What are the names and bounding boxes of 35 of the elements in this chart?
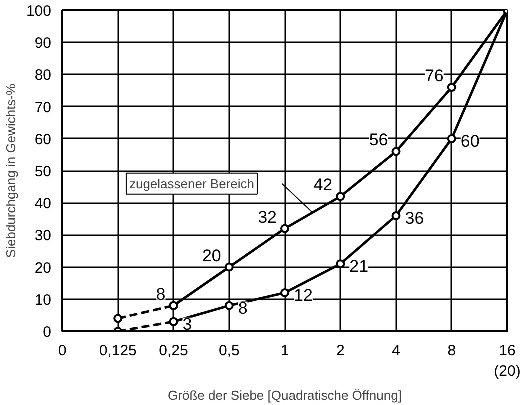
y-tick-label: 70 [34,99,52,116]
data-label: 8 [238,298,248,318]
y-tick-label: 80 [34,67,52,84]
x-tick-label: 0 [58,342,67,360]
y-axis-title: Siebdurchgang in Gewichts-% [3,83,18,258]
y-tick-label: 10 [34,292,52,309]
data-label: 20 [202,246,222,266]
data-label: 3 [182,314,192,334]
data-label: 32 [258,208,278,227]
x-tick-label: 16 (20) [494,342,521,380]
x-tick-label: 0,5 [218,342,240,360]
x-tick-label: 0,125 [99,342,137,360]
y-tick-label: 40 [34,196,52,213]
data-label: 21 [350,257,369,276]
y-tick-label: 20 [34,260,52,277]
y-tick-label: 90 [34,35,52,52]
x-tick-label: 8 [448,342,456,360]
data-label: 12 [294,286,313,305]
y-tick-label: 50 [34,164,52,180]
x-tick-label: 1 [280,342,290,360]
data-label: 42 [314,176,333,195]
y-tick-label: 0 [43,324,52,341]
data-label: 60 [460,132,480,151]
x-tick-label: 2 [336,342,345,360]
y-tick-label: 100 [26,3,52,20]
data-label: 56 [369,130,388,150]
x-tick-label: 0,25 [159,342,188,360]
annotation: zugelassener Bereich [129,176,254,192]
data-label: 76 [424,66,444,86]
x-tick-label: 4 [392,342,400,360]
data-label: 8 [156,284,166,304]
x-axis-title: Größe der Siebe [Quadratische Öffnung] [168,388,402,403]
y-tick-label: 30 [34,228,52,245]
y-tick-label: 60 [34,131,52,148]
data-label: 36 [405,208,424,228]
